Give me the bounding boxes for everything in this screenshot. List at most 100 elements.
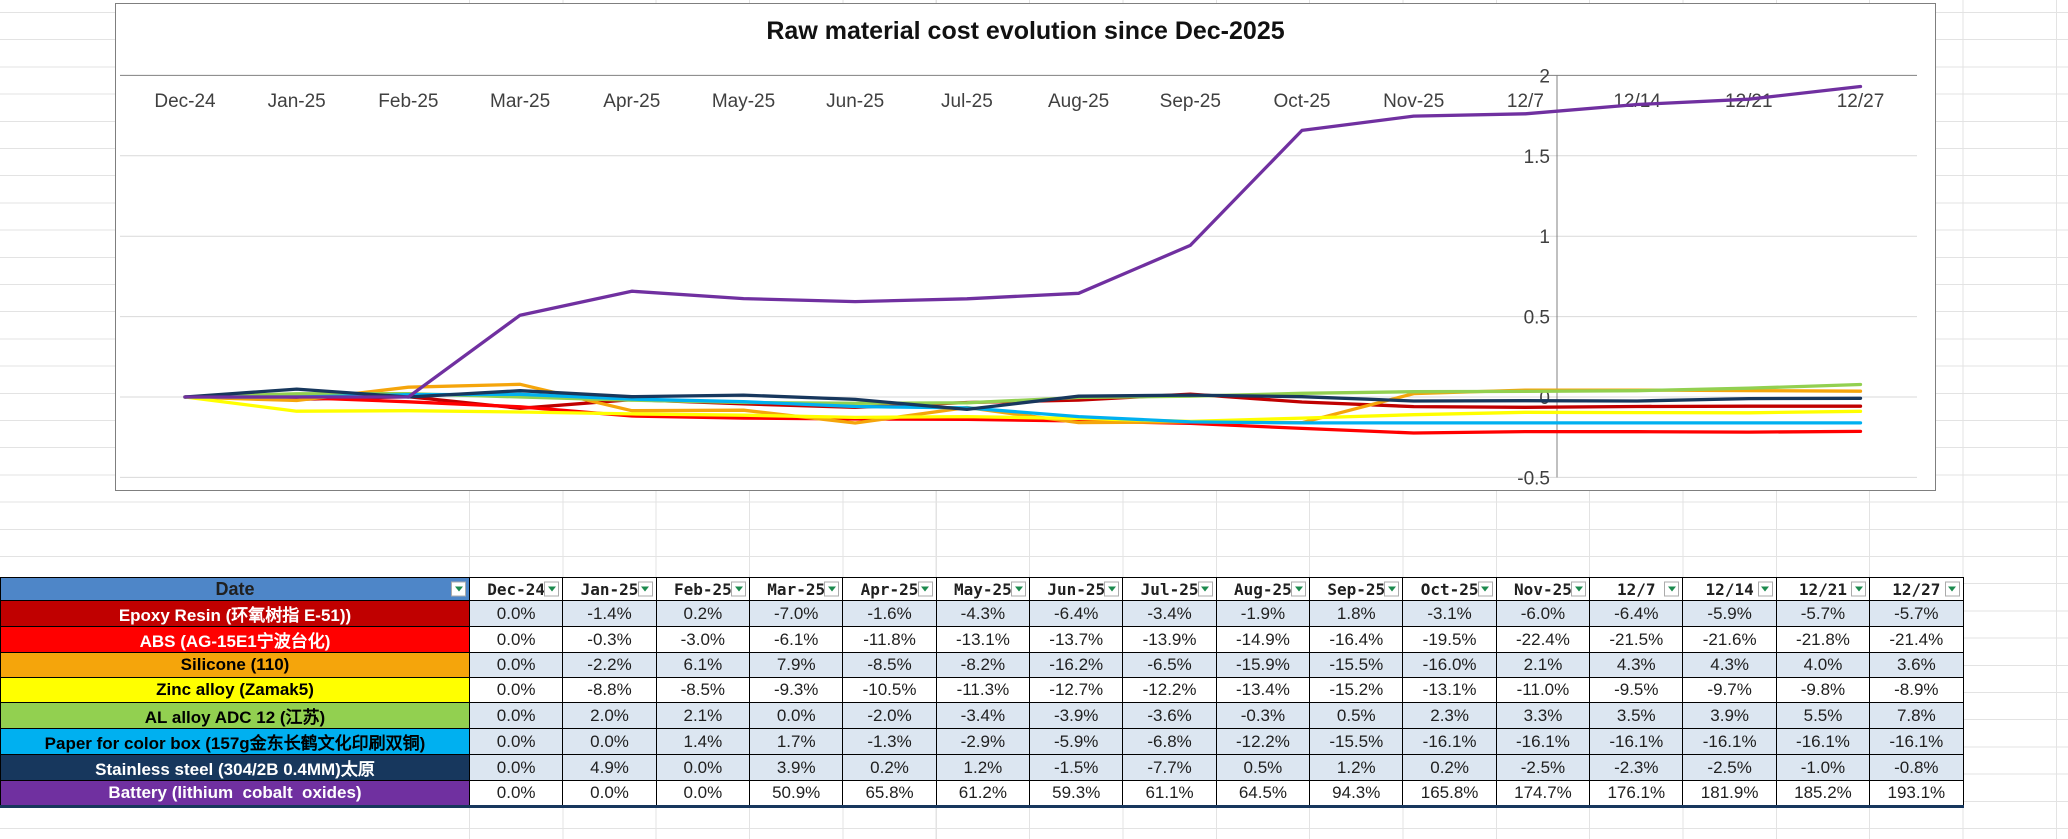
value-cell[interactable]: 0.0% (468, 600, 564, 627)
value-cell[interactable]: 3.3% (1495, 702, 1591, 729)
filter-dropdown-button[interactable] (1011, 581, 1027, 597)
value-cell[interactable]: -16.1% (1589, 728, 1684, 755)
filter-dropdown-button[interactable] (544, 581, 560, 597)
value-cell[interactable]: -16.1% (1402, 728, 1497, 755)
value-cell[interactable]: 2.0% (562, 702, 657, 729)
value-cell[interactable]: 1.2% (935, 754, 1031, 781)
value-cell[interactable]: -3.9% (1029, 702, 1124, 729)
value-cell[interactable]: -0.3% (562, 626, 657, 653)
column-header-cell[interactable]: Apr-25 (842, 577, 937, 601)
value-cell[interactable]: 7.8% (1869, 702, 1964, 729)
value-cell[interactable]: -3.0% (655, 626, 751, 653)
row-label-cell[interactable]: Stainless steel (304/2B 0.4MM)太原 (0, 754, 470, 781)
value-cell[interactable]: 181.9% (1682, 780, 1777, 808)
row-label-cell[interactable]: AL alloy ADC 12 (江苏) (0, 702, 470, 729)
value-cell[interactable]: -0.3% (1215, 702, 1311, 729)
value-cell[interactable]: -9.7% (1682, 677, 1777, 703)
value-cell[interactable]: -6.0% (1495, 600, 1591, 627)
value-cell[interactable]: -3.4% (935, 702, 1031, 729)
value-cell[interactable]: -5.7% (1869, 600, 1964, 627)
value-cell[interactable]: -7.7% (1122, 754, 1217, 781)
column-header-cell[interactable]: Dec-24 (468, 577, 564, 601)
value-cell[interactable]: 2.3% (1402, 702, 1497, 729)
value-cell[interactable]: 59.3% (1029, 780, 1124, 808)
value-cell[interactable]: 65.8% (842, 780, 937, 808)
filter-dropdown-button[interactable] (1197, 581, 1213, 597)
value-cell[interactable]: -2.0% (842, 702, 937, 729)
filter-dropdown-button[interactable] (1384, 581, 1400, 597)
value-cell[interactable]: -16.2% (1029, 652, 1124, 678)
value-cell[interactable]: -1.6% (842, 600, 937, 627)
value-cell[interactable]: -15.5% (1309, 652, 1404, 678)
value-cell[interactable]: 3.9% (749, 754, 844, 781)
column-header-cell[interactable]: 12/21 (1775, 577, 1871, 601)
value-cell[interactable]: 4.3% (1682, 652, 1777, 678)
column-header-cell[interactable]: Jun-25 (1029, 577, 1124, 601)
row-label-cell[interactable]: Epoxy Resin (环氧树指 E-51)) (0, 600, 470, 627)
value-cell[interactable]: -12.2% (1215, 728, 1311, 755)
value-cell[interactable]: -21.5% (1589, 626, 1684, 653)
filter-dropdown-button[interactable] (1664, 581, 1680, 597)
chart-object[interactable]: Raw material cost evolution since Dec-20… (115, 3, 1936, 491)
value-cell[interactable]: 0.2% (655, 600, 751, 627)
value-cell[interactable]: 193.1% (1869, 780, 1964, 808)
value-cell[interactable]: 0.0% (468, 780, 564, 808)
filter-dropdown-button[interactable] (1944, 581, 1960, 597)
value-cell[interactable]: 6.1% (655, 652, 751, 678)
value-cell[interactable]: -5.9% (1682, 600, 1777, 627)
value-cell[interactable]: 165.8% (1402, 780, 1497, 808)
value-cell[interactable]: 94.3% (1309, 780, 1404, 808)
filter-dropdown-button[interactable] (824, 581, 840, 597)
value-cell[interactable]: 4.3% (1589, 652, 1684, 678)
value-cell[interactable]: -9.5% (1589, 677, 1684, 703)
value-cell[interactable]: -12.2% (1122, 677, 1217, 703)
value-cell[interactable]: 0.0% (655, 780, 751, 808)
value-cell[interactable]: 0.0% (655, 754, 751, 781)
value-cell[interactable]: -4.3% (935, 600, 1031, 627)
filter-dropdown-button[interactable] (1571, 581, 1587, 597)
value-cell[interactable]: 2.1% (655, 702, 751, 729)
value-cell[interactable]: 61.2% (935, 780, 1031, 808)
value-cell[interactable]: -2.9% (935, 728, 1031, 755)
value-cell[interactable]: -22.4% (1495, 626, 1591, 653)
value-cell[interactable]: 0.0% (468, 677, 564, 703)
value-cell[interactable]: -1.9% (1215, 600, 1311, 627)
value-cell[interactable]: -16.1% (1775, 728, 1871, 755)
row-label-cell[interactable]: Zinc alloy (Zamak5) (0, 677, 470, 703)
value-cell[interactable]: -1.0% (1775, 754, 1871, 781)
value-cell[interactable]: -16.1% (1495, 728, 1591, 755)
value-cell[interactable]: -7.0% (749, 600, 844, 627)
value-cell[interactable]: -8.8% (562, 677, 657, 703)
value-cell[interactable]: -13.7% (1029, 626, 1124, 653)
value-cell[interactable]: -13.4% (1215, 677, 1311, 703)
value-cell[interactable]: 1.4% (655, 728, 751, 755)
value-cell[interactable]: -10.5% (842, 677, 937, 703)
value-cell[interactable]: -1.3% (842, 728, 937, 755)
column-header-cell[interactable]: May-25 (935, 577, 1031, 601)
value-cell[interactable]: 0.5% (1215, 754, 1311, 781)
value-cell[interactable]: 4.9% (562, 754, 657, 781)
value-cell[interactable]: -13.1% (935, 626, 1031, 653)
value-cell[interactable]: -16.1% (1682, 728, 1777, 755)
value-cell[interactable]: -15.2% (1309, 677, 1404, 703)
value-cell[interactable]: 50.9% (749, 780, 844, 808)
value-cell[interactable]: 64.5% (1215, 780, 1311, 808)
column-header-cell[interactable]: 12/14 (1682, 577, 1777, 601)
value-cell[interactable]: -5.7% (1775, 600, 1871, 627)
column-header-cell[interactable]: Nov-25 (1495, 577, 1591, 601)
column-header-cell[interactable]: Mar-25 (749, 577, 844, 601)
value-cell[interactable]: -0.8% (1869, 754, 1964, 781)
value-cell[interactable]: 0.5% (1309, 702, 1404, 729)
value-cell[interactable]: 61.1% (1122, 780, 1217, 808)
filter-dropdown-button[interactable] (917, 581, 933, 597)
value-cell[interactable]: -14.9% (1215, 626, 1311, 653)
filter-dropdown-button[interactable] (731, 581, 747, 597)
filter-dropdown-button[interactable] (1104, 581, 1120, 597)
row-label-cell[interactable]: Silicone (110) (0, 652, 470, 678)
value-cell[interactable]: -8.9% (1869, 677, 1964, 703)
value-cell[interactable]: -16.0% (1402, 652, 1497, 678)
value-cell[interactable]: 176.1% (1589, 780, 1684, 808)
value-cell[interactable]: 0.0% (468, 754, 564, 781)
value-cell[interactable]: 5.5% (1775, 702, 1871, 729)
value-cell[interactable]: -16.1% (1869, 728, 1964, 755)
